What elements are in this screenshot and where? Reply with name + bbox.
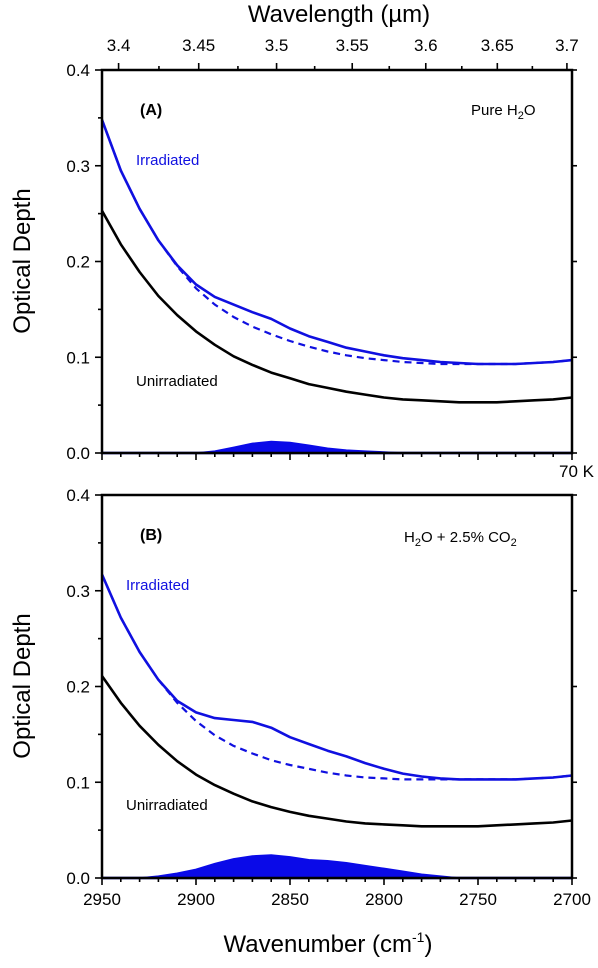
- panel-a-condition-suffix: O: [524, 102, 536, 119]
- panel-b-difference-layer: [102, 854, 572, 880]
- panel-a-ytick-label: 0.2: [66, 253, 90, 272]
- panel-b-xtick-label: 2900: [177, 890, 215, 909]
- panel-a-ticks-layer: 0.0 0.1 0.2 0.3 0.4 3.4 3.45 3.5 3.55 3.6 3.65 3.7: [66, 36, 578, 463]
- panel-b-ylabel: Optical Depth: [9, 613, 36, 758]
- panel-b-ytick-label: 0.0: [66, 869, 90, 888]
- panel-b-label: (B): [140, 527, 162, 544]
- panel-b-condition: H2O + 2.5% CO2: [404, 529, 517, 549]
- bottom-axis-title-end: ): [424, 931, 432, 958]
- panel-b-irradiated-label: Irradiated: [126, 577, 189, 594]
- top-axis-title: Wavelength (µm): [248, 1, 430, 28]
- panel-a-unirradiated-line: [100, 210, 573, 404]
- panel-a-label: (A): [140, 102, 162, 119]
- panel-a-ytick-label: 0.0: [66, 444, 90, 463]
- panel-b-condition-prefix: H: [404, 529, 415, 546]
- panel-a-top-tick-label: 3.4: [107, 36, 131, 55]
- panel-a-top-tick-label: 3.55: [336, 36, 369, 55]
- panel-b-xtick-label: 2750: [459, 890, 497, 909]
- panel-b-ytick-label: 0.3: [66, 582, 90, 601]
- panel-a-difference-layer: [102, 440, 572, 455]
- panel-a-top-tick-label: 3.6: [414, 36, 438, 55]
- panel-b-xtick-label: 2850: [271, 890, 309, 909]
- panel-a-condition-prefix: Pure H: [471, 102, 518, 119]
- bottom-axis-title-sup: -1: [412, 929, 425, 945]
- panel-a-irradiated-label: Irradiated: [136, 152, 199, 169]
- bottom-axis-title: Wavenumber (cm-1): [224, 929, 433, 958]
- panel-a-ytick-label: 0.4: [66, 61, 90, 80]
- panel-a-top-tick-label: 3.7: [555, 36, 579, 55]
- panel-b-baseline-line: [100, 574, 573, 781]
- panel-a-condition: Pure H2O: [471, 102, 535, 122]
- panel-a-top-tick-label: 3.65: [481, 36, 514, 55]
- panel-a-ytick-label: 0.1: [66, 348, 90, 367]
- panel-a-baseline-line: [100, 119, 573, 366]
- panel-a-condition-sub: 2: [518, 110, 524, 122]
- panel-b-ytick-label: 0.2: [66, 678, 90, 697]
- panel-b-lines-layer: [100, 573, 573, 828]
- panel-a-difference-area: [102, 440, 572, 454]
- panel-a-ytick-label: 0.3: [66, 157, 90, 176]
- panel-b-condition-sub: 2: [415, 537, 421, 549]
- panel-a: 0.00.10.20.30.43.4 3.45 3.5 3.55 3.6 3.65 3.7 …: [9, 36, 579, 463]
- panel-b-ytick-label: 0.1: [66, 773, 90, 792]
- panel-b-ticks-layer: 0.0 0.1 0.2 0.3 0.4 2950 2900 2850 2800 2750 2700: [66, 486, 591, 909]
- bottom-axis-title-main: Wavenumber (cm: [224, 931, 412, 958]
- panel-a-top-tick-label: 3.5: [265, 36, 289, 55]
- panel-a-lines-layer: [100, 119, 573, 404]
- panel-b-unirradiated-line: [100, 675, 573, 828]
- panel-a-unirradiated-label: Unirradiated: [136, 373, 218, 390]
- panel-b-difference-area: [102, 854, 572, 879]
- panel-b-xtick-label: 2700: [553, 890, 591, 909]
- panel-b-unirradiated-label: Unirradiated: [126, 797, 208, 814]
- panel-a-ylabel: Optical Depth: [9, 188, 36, 333]
- panel-b-irradiated-line: [100, 573, 573, 781]
- temperature-label: 70 K: [559, 462, 595, 481]
- panel-b-condition-suffix: O + 2.5% CO: [421, 529, 511, 546]
- panel-b-xtick-label: 2800: [365, 890, 403, 909]
- panel-b-ytick-label: 0.4: [66, 486, 90, 505]
- panel-b-xtick-label: 2950: [83, 890, 121, 909]
- panel-a-top-tick-label: 3.45: [182, 36, 215, 55]
- panel-b-condition-sub2: 2: [511, 537, 517, 549]
